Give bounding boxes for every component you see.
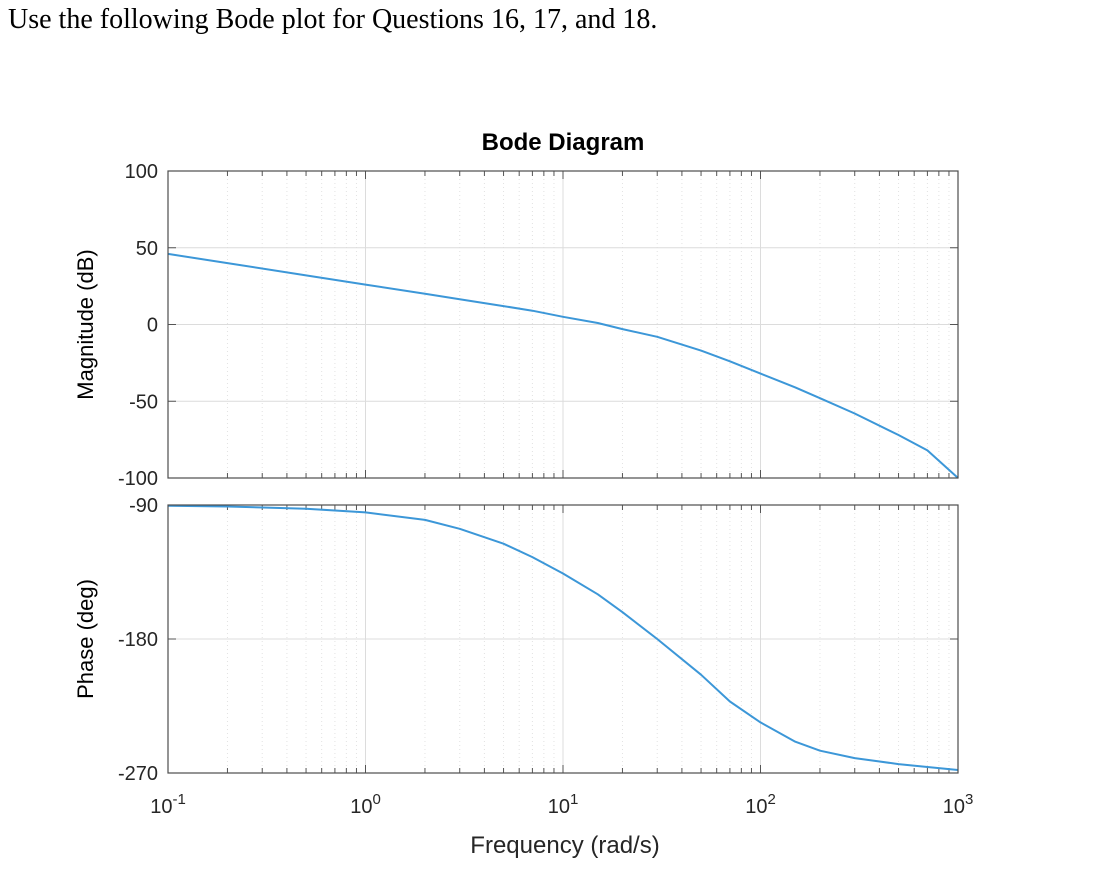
magnitude-y-tick-label: 50 [136, 238, 158, 260]
x-tick-label: 100 [350, 791, 381, 818]
x-tick-label: 101 [548, 791, 579, 818]
chart-title: Bode Diagram [482, 129, 645, 156]
magnitude-panel: 100 50 0 -50 -100 Magnitude (dB) [73, 161, 959, 490]
magnitude-series-line [167, 252, 959, 479]
phase-panel: -90 -180 -270 Phase (deg) [73, 495, 959, 785]
question-text: Use the following Bode plot for Question… [8, 4, 658, 35]
magnitude-y-tick-label: 100 [125, 161, 158, 183]
magnitude-axes-box [167, 170, 959, 479]
phase-y-tick-label: -90 [129, 495, 158, 517]
phase-axes-box [167, 504, 959, 774]
x-tick-label: 102 [745, 791, 776, 818]
phase-y-tick-label: -270 [118, 763, 158, 785]
magnitude-axis-label: Magnitude (dB) [73, 249, 98, 399]
magnitude-y-tick-label: 0 [147, 315, 158, 337]
phase-axis-label: Phase (deg) [73, 579, 98, 699]
magnitude-y-tick-label: -100 [118, 468, 158, 490]
phase-y-tick-label: -180 [118, 629, 158, 651]
x-tick-label: 103 [943, 791, 974, 818]
magnitude-y-tick-label: -50 [129, 391, 158, 413]
phase-series-line [167, 504, 959, 771]
x-tick-label: 10-1 [150, 791, 186, 818]
x-axis-label: Frequency (rad/s) [470, 832, 659, 859]
